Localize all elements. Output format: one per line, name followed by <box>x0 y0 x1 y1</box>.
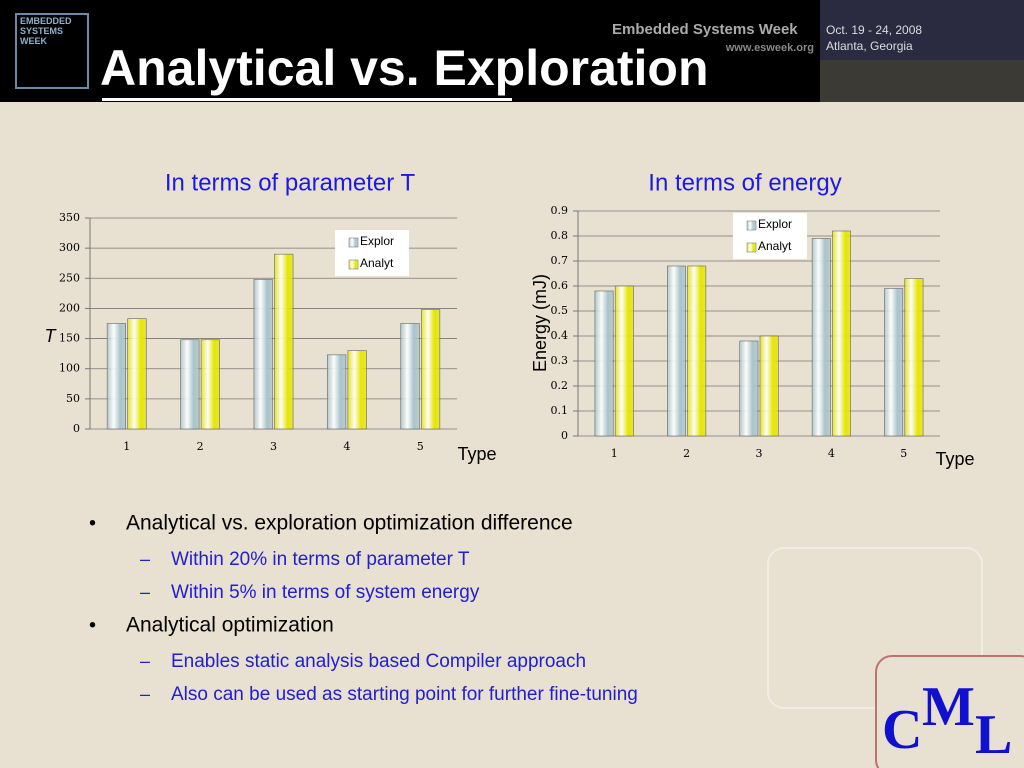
y-tick-label: 150 <box>59 332 80 345</box>
x-tick-label: 5 <box>417 440 424 453</box>
x-tick-label: 2 <box>197 440 204 453</box>
event-name: Embedded Systems Week <box>612 21 798 38</box>
bullet-dot: • <box>89 512 96 534</box>
y-tick-label: 100 <box>59 362 80 375</box>
logo-box <box>15 13 89 89</box>
y-tick-label: 0.1 <box>551 404 569 417</box>
y-tick-label: 0.7 <box>551 254 569 267</box>
y-tick-label: 0.9 <box>551 204 569 217</box>
legend-label: Explor <box>758 217 792 231</box>
bar <box>811 238 831 437</box>
legend-box <box>733 213 807 259</box>
bar <box>832 230 851 437</box>
city-ground <box>820 60 1024 102</box>
y-tick-label: 0 <box>73 422 80 435</box>
x-axis-label: Type <box>457 444 496 464</box>
y-tick-label: 0.5 <box>551 304 569 317</box>
y-axis-label: T <box>45 326 58 346</box>
x-tick-label: 4 <box>828 447 835 460</box>
y-tick-label: 0.3 <box>551 354 569 367</box>
event-url: www.esweek.org <box>725 42 814 54</box>
bar <box>127 318 147 430</box>
x-tick-label: 5 <box>900 447 907 460</box>
bar <box>274 253 294 430</box>
bar <box>884 288 904 437</box>
bar <box>400 323 420 430</box>
y-tick-label: 300 <box>59 241 80 254</box>
x-axis-label: Type <box>935 449 974 469</box>
logo-letter: M <box>922 676 975 738</box>
y-axis-label: Energy (mJ) <box>530 274 550 372</box>
bar <box>180 339 200 430</box>
legend-box <box>335 230 409 276</box>
logo-letter: L <box>975 704 1012 766</box>
legend-swatch <box>746 242 757 253</box>
event-date: Oct. 19 - 24, 2008 <box>826 23 922 37</box>
bar <box>347 350 367 430</box>
logo-letter: C <box>882 699 922 761</box>
bar <box>667 265 686 437</box>
legend-swatch <box>746 220 757 231</box>
y-tick-label: 200 <box>59 301 80 314</box>
legend-label: Explor <box>360 234 394 248</box>
y-tick-label: 0.8 <box>551 229 569 242</box>
y-tick-label: 350 <box>59 211 80 224</box>
logo-frame <box>875 655 1024 768</box>
bar <box>614 285 634 437</box>
bar <box>594 290 614 437</box>
bar <box>253 279 273 430</box>
slide-title: Analytical vs. Exploration <box>100 40 709 96</box>
title-underline <box>102 98 512 101</box>
bar <box>904 278 924 437</box>
legend-label: Analyt <box>758 239 792 253</box>
legend-label: Analyt <box>360 256 394 270</box>
y-tick-label: 250 <box>59 271 80 284</box>
bullet: Analytical vs. exploration optimization … <box>126 512 573 535</box>
logo-text: EMBEDDED SYSTEMS WEEK <box>20 16 72 46</box>
legend-swatch <box>348 237 359 248</box>
x-tick-label: 4 <box>343 440 350 453</box>
y-tick-label: 0.4 <box>551 329 569 342</box>
sub-dash: – <box>140 549 150 569</box>
sub-bullet: Within 20% in terms of parameter T <box>171 549 470 570</box>
legend-swatch <box>348 259 359 270</box>
x-tick-label: 1 <box>611 447 618 460</box>
sub-dash: – <box>140 582 150 602</box>
bar <box>687 265 707 437</box>
sub-bullet: Enables static analysis based Compiler a… <box>171 651 586 672</box>
y-tick-label: 0.2 <box>551 379 569 392</box>
bar <box>327 354 347 430</box>
bar <box>739 340 759 437</box>
x-tick-label: 1 <box>123 440 130 453</box>
bar <box>200 339 220 430</box>
bullet: Analytical optimization <box>126 614 334 637</box>
x-tick-label: 3 <box>270 440 277 453</box>
chart-title: In terms of parameter T <box>165 169 416 196</box>
sub-bullet: Also can be used as starting point for f… <box>171 684 638 705</box>
bar <box>420 309 441 430</box>
bar <box>759 335 779 437</box>
x-tick-label: 3 <box>756 447 763 460</box>
chart-title: In terms of energy <box>648 169 841 196</box>
bullet-dot: • <box>89 614 96 636</box>
event-place: Atlanta, Georgia <box>826 39 913 53</box>
y-tick-label: 0.6 <box>551 279 569 292</box>
x-tick-label: 2 <box>683 447 690 460</box>
sub-dash: – <box>140 684 150 704</box>
sub-bullet: Within 5% in terms of system energy <box>171 582 480 603</box>
y-tick-label: 50 <box>66 392 80 405</box>
sub-dash: – <box>140 651 150 671</box>
logo-text-box: EMBEDDED SYSTEMS WEEK <box>20 16 72 46</box>
bar <box>106 323 127 430</box>
y-tick-label: 0 <box>561 429 568 442</box>
